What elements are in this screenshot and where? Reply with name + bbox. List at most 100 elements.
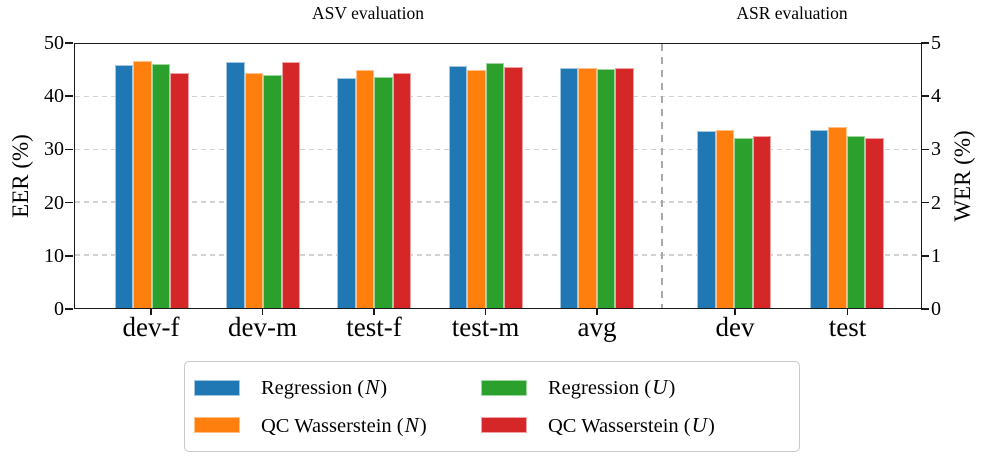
bar bbox=[752, 135, 772, 308]
left-tick-label: 50 bbox=[44, 32, 64, 54]
right-tick-label: 3 bbox=[931, 138, 941, 161]
bar bbox=[281, 62, 301, 308]
bar bbox=[485, 63, 505, 308]
bar bbox=[392, 72, 412, 308]
right-tick-label: 4 bbox=[931, 85, 941, 108]
left-tick-label: 10 bbox=[44, 244, 64, 267]
bar bbox=[734, 137, 753, 308]
bar bbox=[133, 60, 152, 308]
right-tick-mark bbox=[921, 308, 929, 310]
bar bbox=[114, 64, 134, 308]
x-tick-label: dev bbox=[715, 312, 755, 342]
legend-entry: Regression (N) bbox=[194, 375, 481, 400]
bar bbox=[355, 70, 375, 308]
plot-area bbox=[74, 43, 922, 309]
left-tick-mark bbox=[65, 42, 73, 44]
legend-label-text: QC Wasserstein ( bbox=[548, 414, 691, 437]
legend-script-letter: N bbox=[365, 375, 380, 400]
right-tick-mark bbox=[921, 95, 929, 98]
right-tick-label: 5 bbox=[931, 32, 941, 54]
right-tick-label: 1 bbox=[931, 244, 941, 267]
bar bbox=[596, 69, 616, 308]
bar bbox=[715, 129, 735, 308]
bottom-tick-mark bbox=[373, 308, 375, 315]
left-tick-mark bbox=[65, 148, 73, 151]
bar bbox=[337, 78, 356, 308]
bar bbox=[263, 74, 282, 308]
bar bbox=[467, 69, 486, 308]
x-tick-label: dev-f bbox=[122, 312, 180, 342]
legend-label: QC Wasserstein (U) bbox=[548, 413, 715, 438]
x-tick-label: dev-m bbox=[228, 312, 297, 342]
bar bbox=[809, 129, 829, 308]
bar bbox=[448, 65, 468, 308]
bar bbox=[865, 137, 884, 308]
x-tick-label: avg bbox=[577, 312, 617, 342]
legend-script-letter: U bbox=[691, 412, 707, 437]
section-title-asv: ASV evaluation bbox=[312, 3, 424, 23]
legend-label-text: ) bbox=[668, 377, 676, 400]
bar bbox=[578, 68, 597, 308]
legend-entry: QC Wasserstein (U) bbox=[481, 413, 793, 438]
bar bbox=[846, 135, 866, 308]
bar-group bbox=[337, 44, 412, 308]
legend-label: QC Wasserstein (N) bbox=[261, 413, 427, 438]
legend-label: Regression (N) bbox=[261, 375, 387, 400]
x-tick-label: test-f bbox=[346, 312, 402, 342]
bar bbox=[151, 63, 171, 308]
bottom-tick-mark bbox=[484, 308, 487, 315]
bottom-tick-mark bbox=[596, 308, 598, 315]
legend-swatch bbox=[194, 417, 240, 434]
legend-label-text: QC Wasserstein ( bbox=[261, 414, 404, 437]
bar bbox=[828, 127, 847, 308]
legend-label-text: Regression ( bbox=[261, 377, 365, 400]
bar bbox=[559, 67, 579, 308]
right-tick-mark bbox=[921, 201, 929, 204]
legend-label-text: ) bbox=[708, 414, 715, 437]
bottom-tick-mark bbox=[846, 308, 849, 315]
left-tick-label: 30 bbox=[44, 138, 64, 161]
x-tick-label: test bbox=[828, 312, 867, 342]
bar-group bbox=[448, 44, 523, 308]
bar-group bbox=[114, 44, 189, 308]
left-tick-label: 40 bbox=[44, 85, 64, 108]
right-tick-mark bbox=[921, 42, 929, 44]
right-tick-label: 0 bbox=[931, 298, 941, 320]
left-tick-mark bbox=[65, 254, 73, 257]
legend: Regression (N) QC Wasserstein (N) Regressi… bbox=[184, 361, 800, 452]
bar bbox=[374, 77, 393, 308]
legend-swatch bbox=[481, 417, 527, 434]
bottom-tick-mark bbox=[150, 308, 152, 315]
bar-group bbox=[226, 44, 301, 308]
section-title-asr: ASR evaluation bbox=[736, 3, 848, 23]
bar-group bbox=[559, 44, 634, 308]
left-tick-mark bbox=[65, 95, 73, 98]
legend-script-letter: N bbox=[404, 412, 419, 437]
bar bbox=[244, 73, 264, 308]
right-tick-label: 2 bbox=[931, 191, 941, 214]
legend-label: Regression (U) bbox=[548, 375, 675, 400]
left-tick-label: 0 bbox=[54, 298, 64, 320]
left-tick-mark bbox=[65, 201, 73, 204]
legend-swatch bbox=[481, 379, 527, 396]
legend-label-text: Regression ( bbox=[548, 377, 652, 400]
bar bbox=[697, 130, 716, 308]
right-tick-mark bbox=[921, 254, 929, 257]
legend-entry: QC Wasserstein (N) bbox=[194, 413, 481, 438]
bottom-tick-mark bbox=[261, 308, 264, 315]
legend-swatch bbox=[194, 379, 240, 396]
bottom-tick-mark bbox=[734, 308, 736, 315]
left-tick-label: 20 bbox=[44, 191, 64, 214]
legend-entry: Regression (U) bbox=[481, 375, 793, 400]
bar bbox=[615, 68, 634, 308]
section-divider bbox=[660, 44, 663, 308]
legend-label-text: ) bbox=[419, 414, 427, 437]
bar-group bbox=[697, 44, 772, 308]
legend-script-letter: U bbox=[652, 375, 668, 400]
legend-label-text: ) bbox=[380, 377, 388, 400]
bar-group bbox=[809, 44, 884, 308]
bar bbox=[504, 66, 523, 308]
x-tick-label: test-m bbox=[451, 312, 520, 342]
right-tick-mark bbox=[921, 148, 929, 151]
bar bbox=[226, 61, 245, 308]
